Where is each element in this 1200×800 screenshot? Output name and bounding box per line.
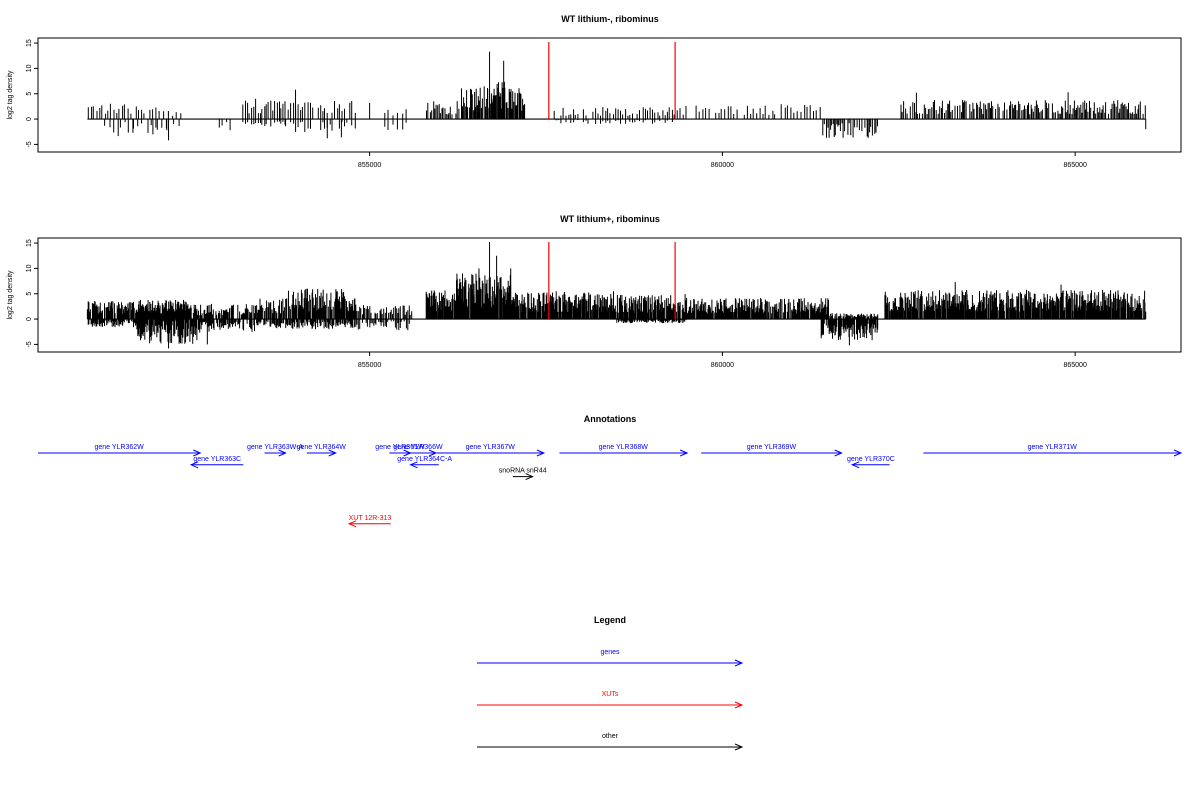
feature-label: snoRNA snR44: [499, 468, 547, 475]
y-axis: -5 0 5 10 15: [26, 39, 38, 148]
arrow-head-icon: [328, 449, 338, 457]
annotation-feature: gene YLR369W: [701, 444, 843, 457]
feature-label: gene YLR367W: [466, 444, 516, 451]
feature-label: gene YLR364W: [297, 444, 347, 451]
legend-label: other: [602, 733, 619, 740]
arrow-head-icon: [347, 520, 357, 528]
y-tick-label: -5: [26, 141, 33, 147]
annotation-feature: gene YLR362W: [38, 444, 202, 457]
x-tick-label: 865000: [1063, 362, 1086, 369]
panel-title: WT lithium+, ribominus: [560, 214, 660, 224]
arrow-head-icon: [536, 449, 546, 457]
annotation-feature: gene YLR368W: [559, 444, 689, 457]
arrow-head-icon: [525, 473, 534, 481]
annotation-feature: XUT 12R-313: [347, 515, 392, 528]
arrow-head-icon: [278, 449, 287, 457]
annotation-feature: gene YLR367W: [436, 444, 546, 457]
feature-label: XUT 12R-313: [349, 515, 392, 522]
legend-label: XUTs: [602, 691, 619, 698]
feature-label: gene YLR368W: [599, 444, 649, 451]
feature-label: gene YLR366W: [393, 444, 443, 451]
x-tick-label: 860000: [711, 362, 734, 369]
arrow-head-icon: [189, 461, 199, 469]
arrow-head-icon: [679, 449, 689, 457]
y-tick-label: 15: [26, 239, 33, 247]
y-tick-label: 5: [26, 292, 33, 296]
y-tick-label: 5: [26, 92, 33, 96]
arrow-head-icon: [409, 461, 418, 469]
x-axis: 855000 860000 865000: [358, 352, 1087, 369]
y-axis-label: log2 tag density: [7, 270, 14, 320]
feature-label: gene YLR369W: [747, 444, 797, 451]
legend-entry: XUTs: [477, 691, 744, 709]
x-tick-label: 865000: [1063, 162, 1086, 169]
annotation-feature: gene YLR366W: [393, 444, 443, 457]
annotations-title: Annotations: [584, 414, 637, 424]
y-tick-label: 10: [26, 264, 33, 272]
arrow-head-icon: [734, 743, 744, 751]
y-tick-label: 0: [26, 117, 33, 121]
feature-label: gene YLR363W-A: [247, 444, 303, 451]
marker-group: [548, 242, 676, 320]
annotation-feature: gene YLR364C-A: [397, 456, 452, 469]
x-axis: 855000 860000 865000: [358, 152, 1087, 169]
x-tick-label: 855000: [358, 362, 381, 369]
track-panel-lithium-minus: WT lithium-, ribominus log2 tag density …: [7, 14, 1182, 169]
y-tick-label: 0: [26, 317, 33, 321]
arrow-head-icon: [734, 701, 744, 709]
annotation-feature: gene YLR371W: [923, 444, 1183, 457]
arrow-head-icon: [850, 461, 860, 469]
plot-frame: [37, 237, 1182, 353]
annotation-feature: gene YLR363C: [189, 456, 244, 469]
legend-label: genes: [600, 649, 620, 656]
legend-entry: genes: [477, 649, 744, 667]
y-tick-label: -5: [26, 341, 33, 347]
legend-title: Legend: [594, 615, 626, 625]
bar-group: [86, 242, 1147, 349]
feature-label: gene YLR370C: [847, 456, 895, 463]
y-tick-label: 10: [26, 64, 33, 72]
legend-entry: other: [477, 733, 744, 751]
y-axis-label: log2 tag density: [7, 70, 14, 120]
arrow-head-icon: [193, 449, 202, 457]
marker-group: [548, 42, 676, 120]
x-tick-label: 860000: [711, 162, 734, 169]
panel-title: WT lithium-, ribominus: [561, 14, 659, 24]
feature-label: gene YLR364C-A: [397, 456, 452, 463]
arrow-head-icon: [734, 659, 744, 667]
feature-label: gene YLR363C: [193, 456, 241, 463]
bar-group: [87, 51, 1147, 141]
annotation-feature: gene YLR364W: [297, 444, 347, 457]
annotation-feature: gene YLR363W-A: [247, 444, 303, 457]
x-tick-label: 855000: [358, 162, 381, 169]
y-axis: -5 0 5 10 15: [26, 239, 38, 348]
annotation-feature: gene YLR370C: [847, 456, 895, 469]
feature-label: gene YLR362W: [94, 444, 144, 451]
legend: Legend genes XUTs other: [477, 615, 744, 751]
arrow-head-icon: [428, 449, 438, 457]
arrow-head-icon: [1173, 449, 1183, 457]
plot-frame: [37, 37, 1182, 153]
feature-label: gene YLR365W: [375, 444, 425, 451]
legend-items: genes XUTs other: [477, 649, 744, 751]
density-bars: [86, 273, 1147, 344]
annotation-track: Annotations gene YLR362W gene YLR363C gene…: [38, 414, 1183, 528]
arrow-head-icon: [834, 449, 843, 457]
feature-label: gene YLR371W: [1028, 444, 1078, 451]
annotation-feature: snoRNA snR44: [499, 468, 547, 481]
y-tick-label: 15: [26, 39, 33, 47]
density-bars: [87, 81, 1146, 138]
track-panel-lithium-plus: WT lithium+, ribominus log2 tag density …: [7, 214, 1182, 369]
